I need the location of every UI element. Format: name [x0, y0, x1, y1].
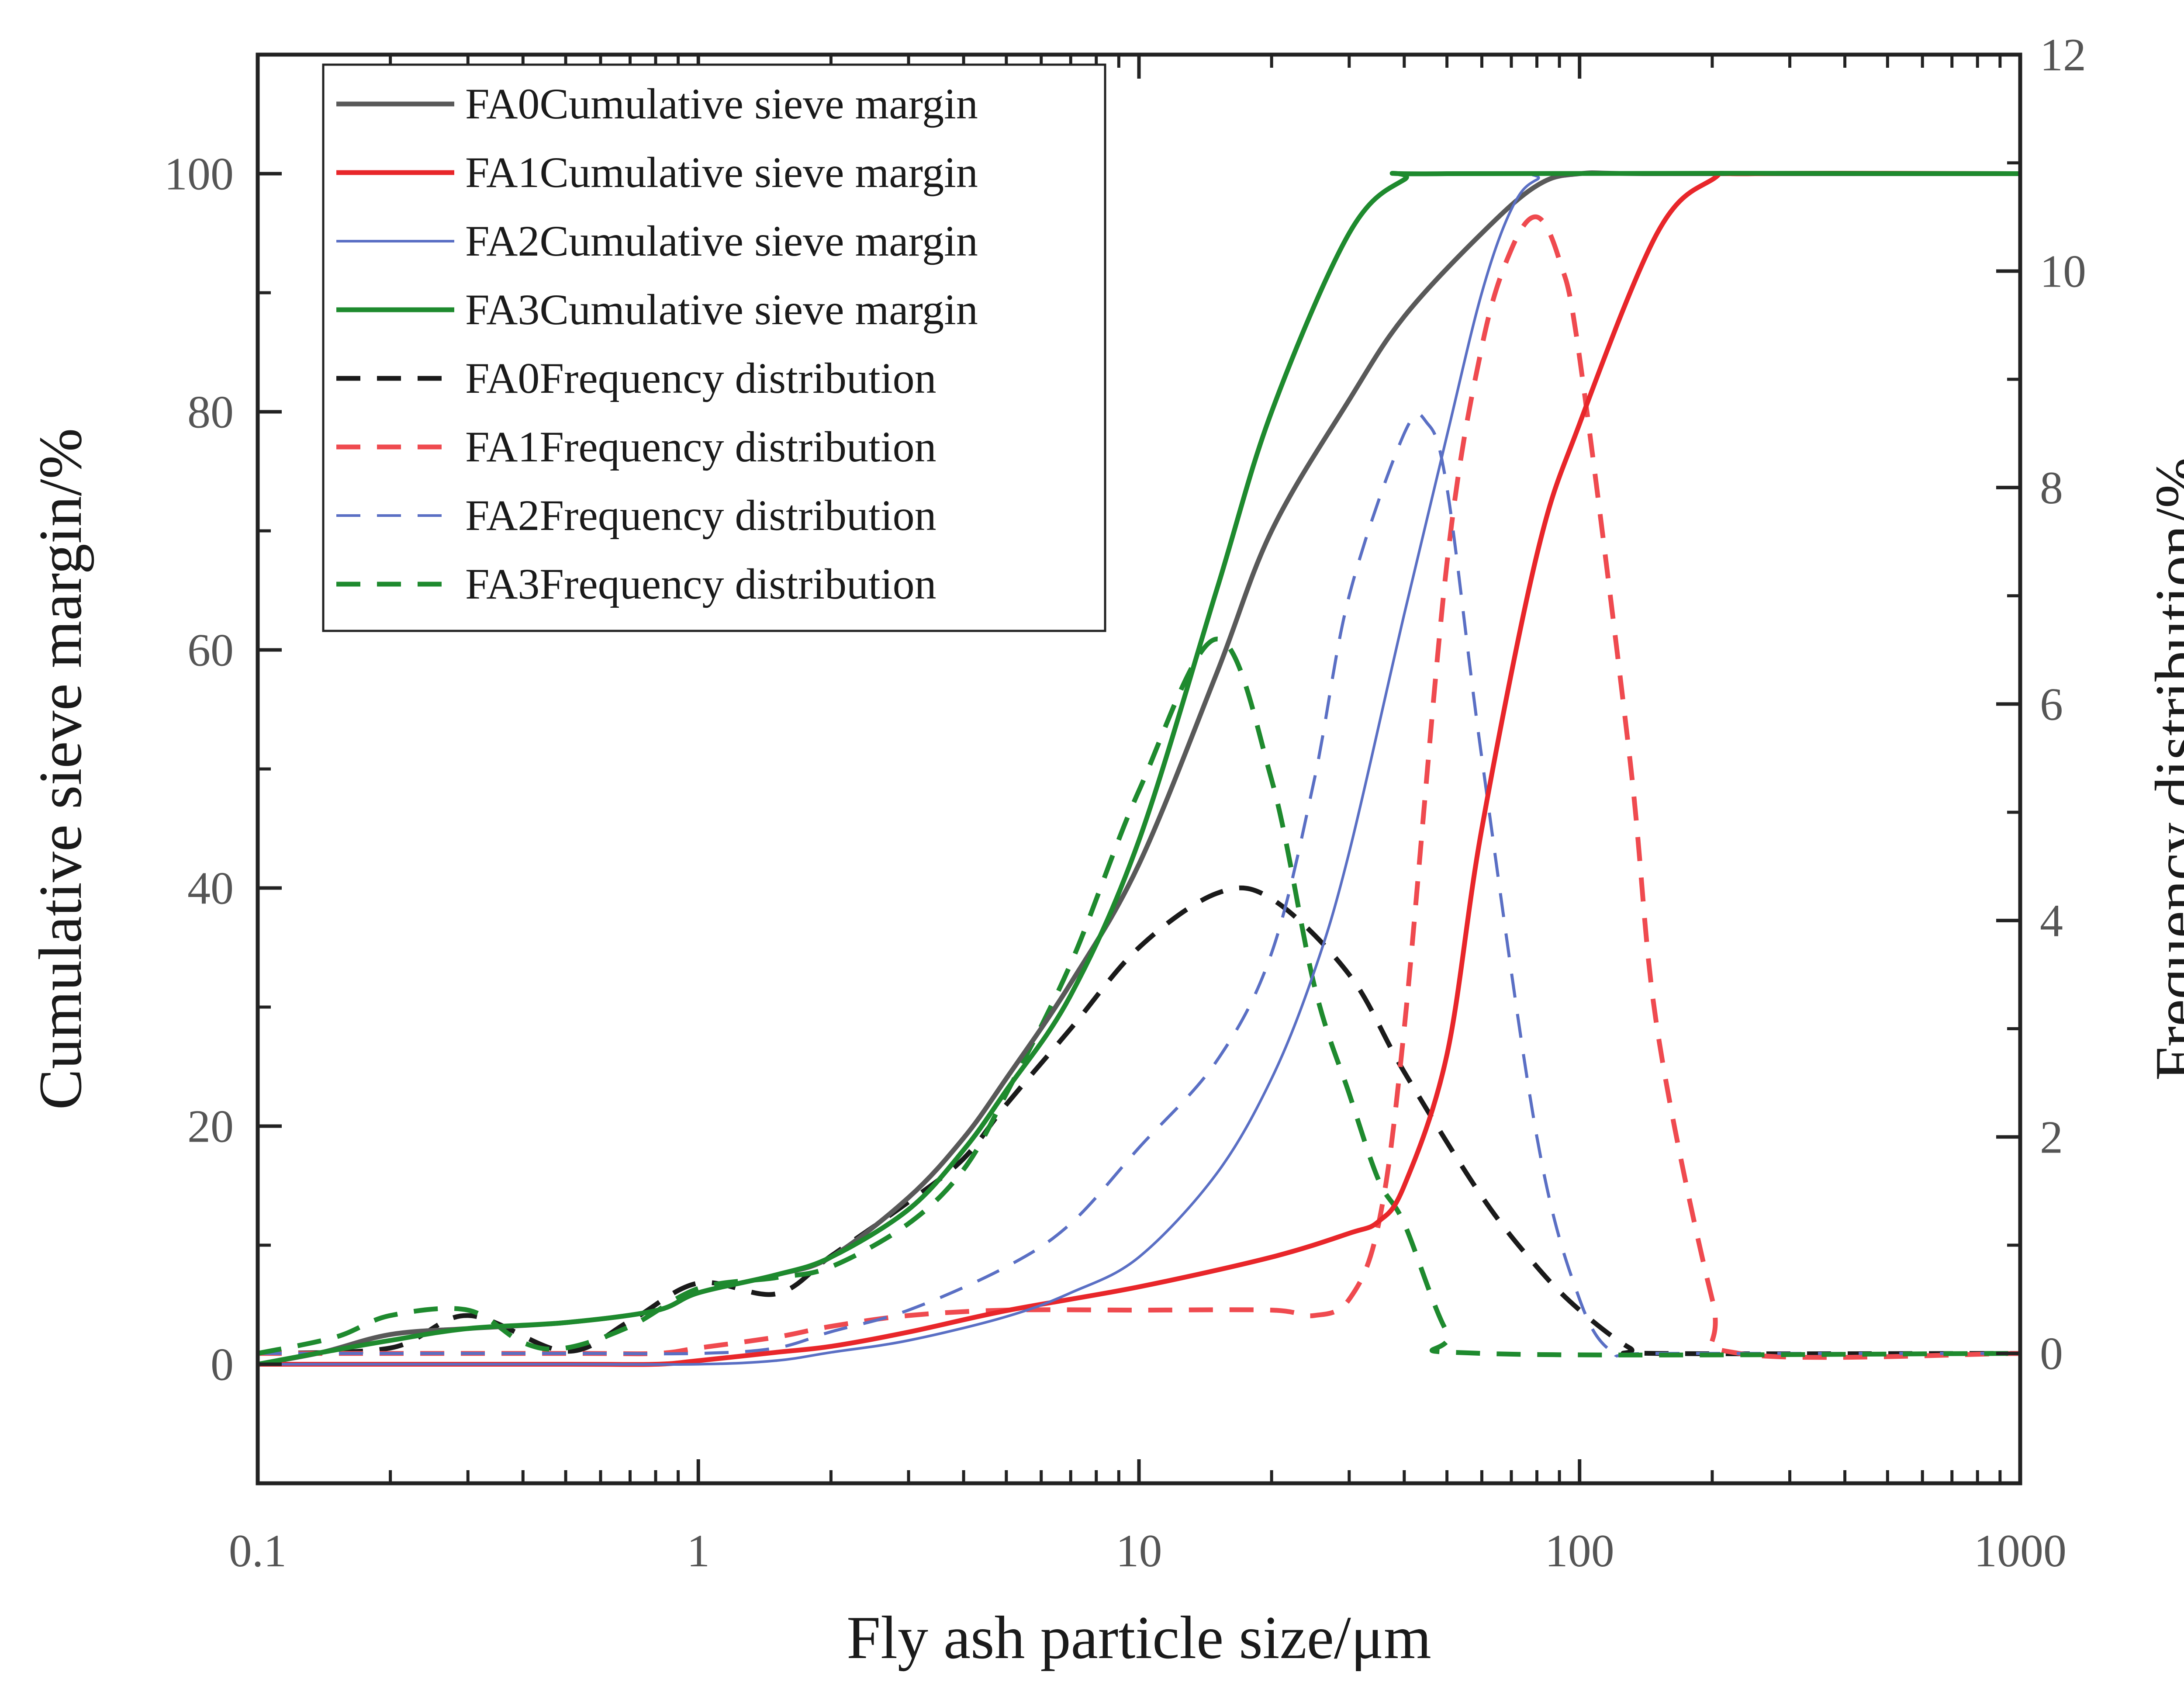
x-tick-label: 10 — [1116, 1525, 1162, 1576]
series-line-fa1cumulative-sieve-margin — [258, 170, 2020, 1367]
y2-tick-label: 10 — [2040, 246, 2086, 297]
legend-label: FA0Cumulative sieve margin — [465, 80, 978, 128]
plot-area — [258, 170, 2020, 1367]
legend-label: FA1Frequency distribution — [465, 422, 936, 471]
y2-tick-label: 2 — [2040, 1111, 2063, 1163]
y-tick-label: 0 — [211, 1339, 234, 1390]
legend-label: FA2Cumulative sieve margin — [465, 217, 978, 265]
series-line-fa1frequency-distribution — [258, 214, 2020, 1360]
legend-label: FA1Cumulative sieve margin — [465, 148, 978, 197]
series-line-fa3cumulative-sieve-margin — [258, 170, 2020, 1367]
series-line-fa2cumulative-sieve-margin — [258, 172, 2020, 1366]
legend-box — [322, 63, 1106, 632]
y-tick-label: 100 — [164, 149, 234, 200]
y2-tick-label: 6 — [2040, 679, 2063, 730]
y-tick-label: 60 — [187, 625, 234, 676]
y2-tick-label: 12 — [2040, 29, 2086, 80]
series-line-fa2frequency-distribution — [258, 412, 2020, 1359]
y-tick-label: 20 — [187, 1101, 234, 1152]
legend-label: FA3Cumulative sieve margin — [465, 285, 978, 334]
legend: FA0Cumulative sieve margin FA1Cumulative … — [322, 63, 1106, 632]
series-line-fa3frequency-distribution — [258, 637, 2020, 1357]
legend-label: FA2Frequency distribution — [465, 491, 936, 540]
y-tick-label: 80 — [187, 387, 234, 438]
y2-tick-label: 0 — [2040, 1328, 2063, 1379]
x-tick-label: 1000 — [1974, 1525, 2067, 1576]
x-tick-label: 1 — [687, 1525, 710, 1576]
legend-label: FA3Frequency distribution — [465, 560, 936, 608]
x-axis-title: Fly ash particle size/μm — [847, 1604, 1431, 1672]
y-tick-label: 40 — [187, 863, 234, 914]
y2-tick-label: 8 — [2040, 462, 2063, 513]
legend-label: FA0Frequency distribution — [465, 354, 936, 402]
y2-axis-title: Frequency distribution/% — [2143, 457, 2184, 1080]
x-tick-label: 100 — [1545, 1525, 1614, 1576]
y2-tick-label: 4 — [2040, 895, 2063, 946]
y-axis-title: Cumulative sieve margin/% — [27, 428, 94, 1110]
x-tick-label: 0.1 — [229, 1525, 287, 1576]
